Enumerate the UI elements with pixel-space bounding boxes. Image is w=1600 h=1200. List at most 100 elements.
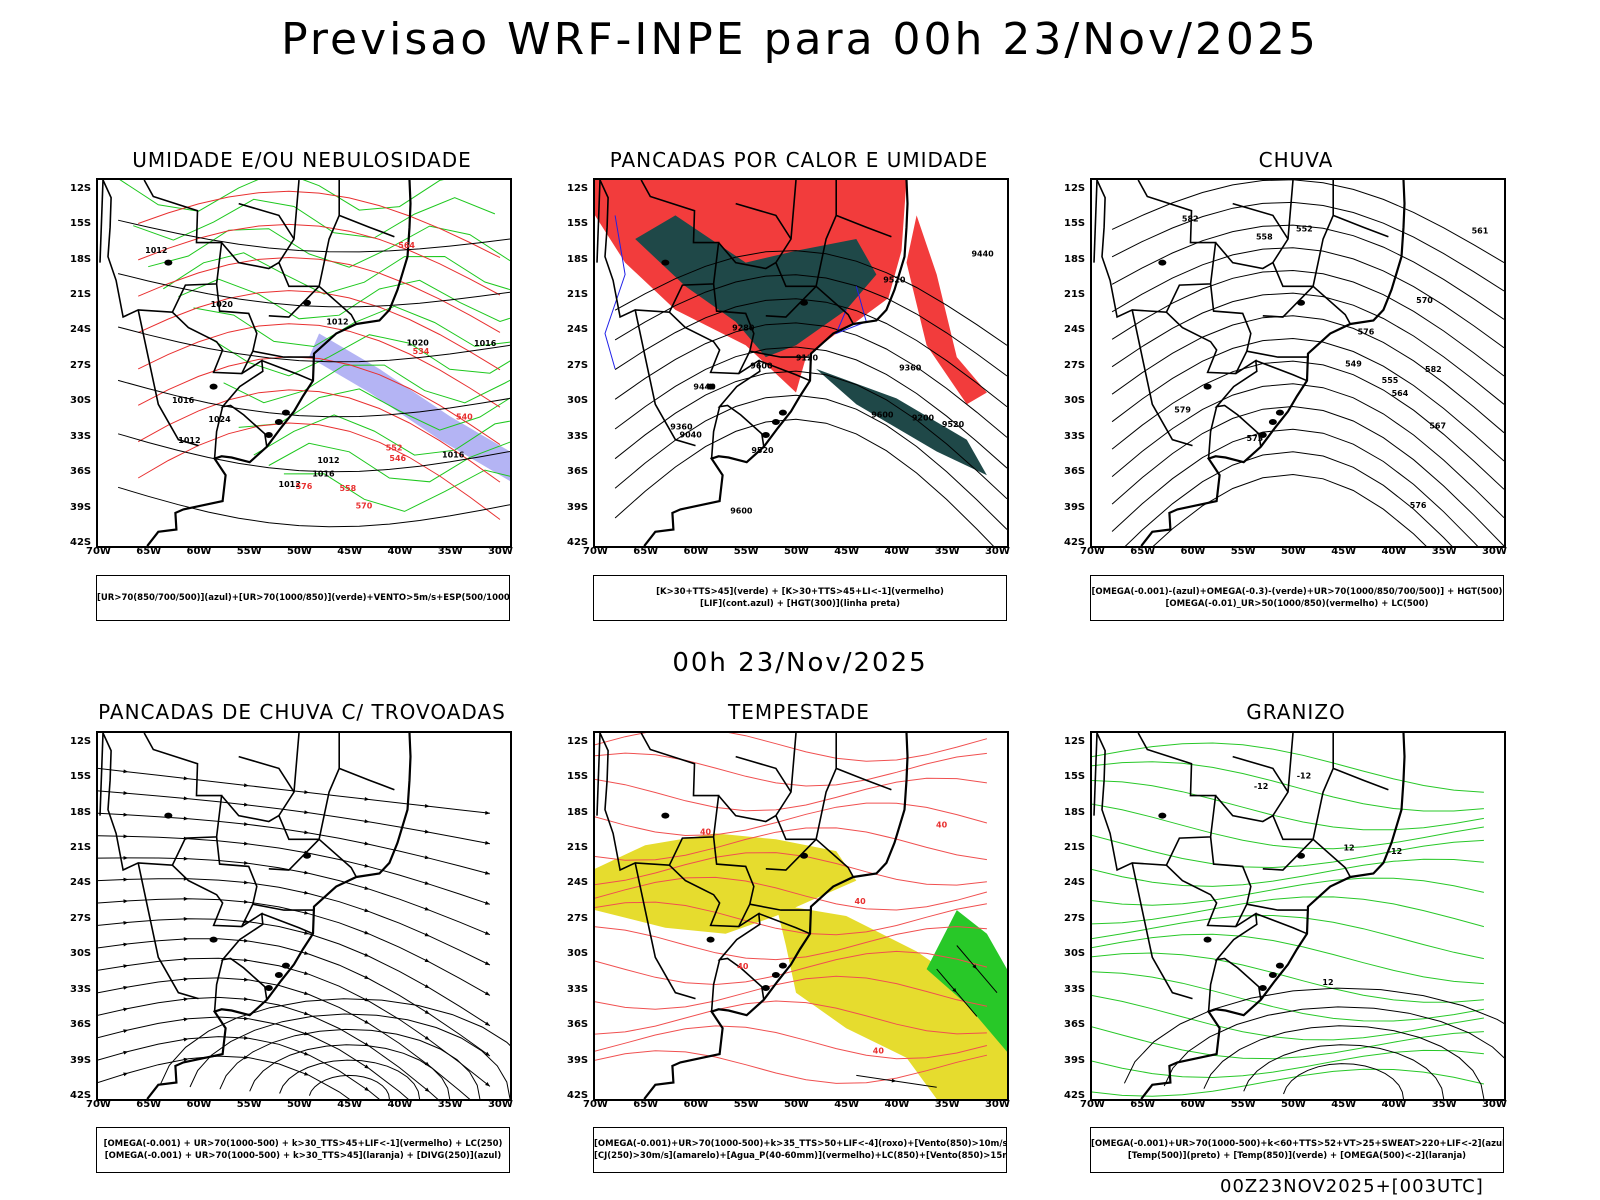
legend-line: [UR>70(850/700/500)](azul)+[UR>70(1000/8… xyxy=(97,593,509,603)
contour-label: 40 xyxy=(873,1046,885,1055)
legend-line: [LIF](cont.azul) + [HGT(300)](linha pret… xyxy=(699,599,901,609)
legend-box: [OMEGA(-0.001)+UR>70(1000-500)+k>35_TTS>… xyxy=(593,1127,1007,1173)
lat-tick-label: 30S xyxy=(567,395,589,407)
contour-label: 1012 xyxy=(317,456,339,465)
map-canvas: 40 40 40 40 40 xyxy=(595,733,1007,1099)
contour-label: 1024 xyxy=(208,415,231,424)
legend-line: [OMEGA(-0.001)+UR>70(1000-500)+k<60+TTS>… xyxy=(1091,1139,1503,1149)
contour-label: 534 xyxy=(413,347,430,356)
contour-label: 9200 xyxy=(912,413,935,422)
lon-tick-label: 60W xyxy=(186,546,212,557)
legend-box: [OMEGA(-0.001)+UR>70(1000-500)+k<60+TTS>… xyxy=(1090,1127,1504,1173)
lat-tick-label: 42S xyxy=(567,537,589,548)
contour-label: 555 xyxy=(1382,376,1399,385)
main-title: Previsao WRF-INPE para 00h 23/Nov/2025 xyxy=(281,14,1319,65)
lon-tick-label: 50W xyxy=(1280,546,1306,557)
lat-tick-label: 27S xyxy=(567,912,589,924)
lat-tick-label: 15S xyxy=(567,218,589,230)
lon-tick-label: 45W xyxy=(1331,1099,1357,1110)
contour-label: 9600 xyxy=(750,362,773,371)
lat-tick-label: 18S xyxy=(1064,806,1086,818)
lon-tick-label: 70W xyxy=(1080,546,1105,557)
lon-tick-label: 45W xyxy=(337,1099,363,1110)
lon-tick-label: 55W xyxy=(733,1099,759,1110)
contour-label: 9040 xyxy=(680,431,703,440)
lat-tick-label: 30S xyxy=(70,395,92,407)
panel-title: PANCADAS POR CALOR E UMIDADE xyxy=(609,148,989,172)
lat-tick-label: 36S xyxy=(567,466,589,478)
lon-tick-label: 30W xyxy=(487,546,513,557)
lat-tick-label: 15S xyxy=(70,218,92,230)
lon-tick-label: 50W xyxy=(286,546,312,557)
lat-tick-label: 42S xyxy=(567,1090,589,1101)
contour-label: 1016 xyxy=(442,451,465,460)
panel-title: CHUVA xyxy=(1258,148,1334,172)
lat-tick-label: 36S xyxy=(70,1019,92,1031)
lat-tick-label: 12S xyxy=(1064,735,1086,747)
lat-tick-label: 27S xyxy=(70,912,92,924)
lon-tick-label: 50W xyxy=(1280,1099,1306,1110)
lon-tick-label: 40W xyxy=(387,546,413,557)
lat-tick-label: 15S xyxy=(1064,771,1086,783)
lat-tick-label: 33S xyxy=(70,983,92,995)
contour-label: 579 xyxy=(1174,406,1191,415)
lat-tick-label: 18S xyxy=(70,253,92,265)
contour-label: 12 xyxy=(1343,843,1354,852)
lat-tick-label: 33S xyxy=(1064,983,1086,995)
contour-label: 582 xyxy=(1182,214,1199,223)
map-chuva: 582 582 579 576 576 573 570 567 564 561 558 555 552 5… xyxy=(1090,178,1506,548)
lon-tick-label: 65W xyxy=(1130,1099,1156,1110)
lon-tick-label: 65W xyxy=(1130,546,1156,557)
map-canvas: 1012 1012 1012 1012 1016 1012 1016 1016 1020 1020… xyxy=(99,180,510,546)
contour-label: 1016 xyxy=(172,396,195,405)
lat-tick-label: 21S xyxy=(567,842,589,854)
legend-line: [OMEGA(-0.001)-(azul)+OMEGA(-0.3)-(verde… xyxy=(1091,587,1503,597)
lon-tick-label: 35W xyxy=(934,546,960,557)
lon-tick-label: 55W xyxy=(1230,546,1256,557)
lon-tick-label: 50W xyxy=(286,1099,312,1110)
contour-label: 9520 xyxy=(942,420,965,429)
contour-label: 9600 xyxy=(871,411,894,420)
lon-tick-label: 35W xyxy=(1431,546,1457,557)
lat-tick-label: 36S xyxy=(1064,1019,1086,1031)
lon-tick-label: 55W xyxy=(733,546,759,557)
contour-label: 576 xyxy=(1358,327,1375,336)
legend-line: [OMEGA(-0.001) + UR>70(1000-500) + k>30_… xyxy=(104,1151,502,1161)
lat-tick-label: 39S xyxy=(1064,1054,1086,1066)
lat-tick-label: 24S xyxy=(70,877,92,889)
contour-label: 570 xyxy=(356,502,373,511)
contour-label: 567 xyxy=(1429,421,1446,430)
map-canvas: -12 -12 -12 12 12 xyxy=(1092,733,1504,1099)
contour-label: 564 xyxy=(1392,389,1409,398)
contour-label: 40 xyxy=(737,962,749,971)
lat-tick-label: 12S xyxy=(70,182,92,194)
map-tempestade: 40 40 40 40 40 xyxy=(593,731,1009,1101)
lat-tick-label: 36S xyxy=(70,466,92,478)
lat-tick-label: 18S xyxy=(567,253,589,265)
contour-label: 1016 xyxy=(474,339,497,348)
lat-tick-label: 42S xyxy=(1064,1090,1086,1101)
contour-label: 1020 xyxy=(407,338,430,347)
run-timestamp: 00Z23NOV2025+[003UTC] xyxy=(1220,1176,1484,1197)
contour-label: 549 xyxy=(1345,359,1362,368)
contour-label: 9520 xyxy=(883,276,906,285)
lon-tick-label: 40W xyxy=(387,1099,413,1110)
lat-tick-label: 33S xyxy=(70,430,92,442)
map-pancadas-trovoadas xyxy=(96,731,512,1101)
lon-tick-label: 40W xyxy=(884,546,910,557)
contour-label: 9360 xyxy=(899,364,922,373)
lon-tick-label: 40W xyxy=(1381,546,1407,557)
lat-tick-label: 12S xyxy=(567,735,589,747)
lon-tick-label: 60W xyxy=(683,546,709,557)
lon-tick-label: 70W xyxy=(86,546,111,557)
lat-tick-label: 39S xyxy=(70,1054,92,1066)
legend-line: [OMEGA(-0.001)+UR>70(1000-500)+k>35_TTS>… xyxy=(594,1139,1006,1149)
map-canvas: 9600 9600 9600 9520 9520 9520 9440 9440 9360 9360… xyxy=(595,180,1007,546)
lon-tick-label: 30W xyxy=(1481,1099,1507,1110)
contour-label: 570 xyxy=(1416,296,1433,305)
contour-label: -12 xyxy=(1254,782,1268,791)
lat-tick-label: 18S xyxy=(567,806,589,818)
lat-tick-label: 30S xyxy=(1064,948,1086,960)
legend-line: [K>30+TTS>45](verde) + [K>30+TTS>45+LI<-… xyxy=(656,587,944,597)
lon-tick-label: 35W xyxy=(437,1099,463,1110)
